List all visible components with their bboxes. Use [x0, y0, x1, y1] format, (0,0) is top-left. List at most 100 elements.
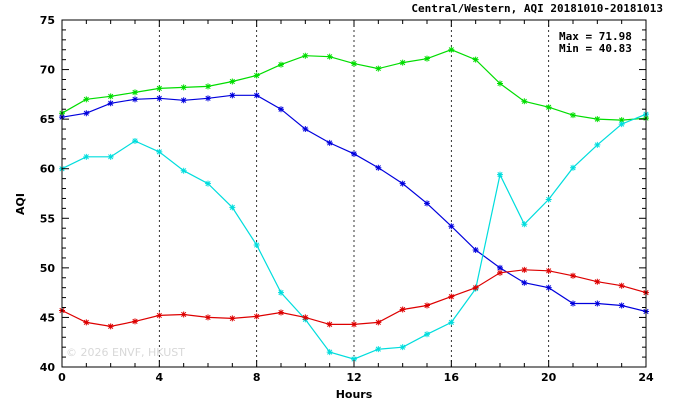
data-point	[375, 164, 382, 171]
data-point	[326, 53, 333, 60]
data-point	[594, 141, 601, 148]
data-point	[472, 56, 479, 63]
chart-title: Central/Western, AQI 20181010-20181013	[411, 2, 663, 15]
data-point	[229, 315, 236, 322]
data-point	[229, 204, 236, 211]
data-point	[545, 284, 552, 291]
data-point	[107, 153, 114, 160]
data-point	[594, 300, 601, 307]
data-point	[107, 93, 114, 100]
data-point	[570, 112, 576, 119]
data-point	[180, 311, 187, 318]
series-line	[61, 94, 647, 313]
data-point	[375, 319, 382, 326]
data-point	[521, 279, 528, 286]
data-point	[424, 200, 430, 207]
data-point	[156, 85, 163, 92]
y-tick-label: 65	[40, 113, 55, 126]
data-point	[399, 344, 406, 351]
data-point	[83, 319, 90, 326]
x-tick-label: 8	[253, 371, 261, 384]
data-point	[132, 137, 138, 144]
data-point	[497, 80, 503, 87]
data-point	[472, 284, 479, 291]
series-0	[59, 46, 649, 124]
data-point	[399, 180, 406, 187]
y-axis-label: AQI	[14, 193, 27, 215]
y-tick-label: 75	[40, 14, 55, 27]
data-point	[521, 98, 528, 105]
max-annotation: Max = 71.98	[559, 30, 632, 43]
data-point	[326, 349, 333, 356]
data-point	[107, 323, 114, 330]
data-point	[375, 65, 382, 72]
data-point	[497, 171, 503, 178]
data-point	[448, 46, 455, 53]
data-point	[521, 266, 528, 273]
data-point	[351, 60, 357, 67]
y-tick-label: 45	[40, 311, 55, 324]
x-tick-label: 24	[638, 371, 654, 384]
data-point	[570, 300, 576, 307]
y-tick-label: 40	[40, 361, 56, 374]
series-1	[59, 92, 649, 315]
data-point	[278, 106, 284, 113]
data-point	[521, 221, 528, 228]
data-point	[472, 247, 479, 254]
axis-ticks: 0 4 8 12 16 20 24 40 45 50 55 60 65 70 75	[40, 14, 654, 384]
y-tick-label: 55	[40, 212, 55, 225]
data-point	[448, 293, 455, 300]
data-point	[399, 306, 406, 313]
plot-frame	[61, 19, 647, 368]
data-point	[253, 242, 260, 249]
data-point	[278, 61, 284, 68]
data-point	[399, 59, 406, 66]
data-point	[253, 92, 260, 99]
data-point	[205, 83, 211, 90]
data-point	[326, 321, 333, 328]
watermark: © 2026 ENVF, HKUST	[66, 346, 185, 359]
x-tick-label: 0	[58, 371, 66, 384]
data-point	[180, 167, 187, 174]
y-tick-label: 70	[40, 64, 56, 77]
data-point	[424, 55, 430, 62]
data-point	[326, 139, 333, 146]
data-point	[497, 269, 503, 276]
x-tick-label: 16	[444, 371, 460, 384]
data-point	[205, 314, 211, 321]
data-point	[351, 356, 357, 363]
data-point	[180, 97, 187, 104]
data-point	[570, 272, 576, 279]
series-3	[59, 266, 649, 330]
data-point	[545, 104, 552, 111]
data-point	[205, 95, 211, 102]
data-point	[351, 321, 357, 328]
x-tick-label: 12	[346, 371, 361, 384]
data-point	[302, 314, 309, 321]
data-point	[253, 72, 260, 79]
data-point	[545, 196, 552, 203]
data-point	[229, 92, 236, 99]
data-point	[545, 267, 552, 274]
data-point	[618, 117, 625, 124]
x-axis-label: Hours	[336, 388, 373, 401]
x-tick-label: 4	[156, 371, 164, 384]
series-line	[61, 269, 647, 328]
x-tick-label: 20	[541, 371, 557, 384]
data-point	[424, 331, 430, 338]
data-point	[229, 78, 236, 85]
data-point	[375, 346, 382, 353]
data-point	[570, 164, 576, 171]
series-layer	[59, 46, 649, 363]
data-point	[83, 153, 90, 160]
data-point	[156, 95, 163, 102]
data-point	[618, 302, 625, 309]
data-point	[132, 318, 138, 325]
data-point	[278, 309, 284, 316]
data-point	[156, 148, 163, 155]
y-tick-label: 50	[40, 262, 56, 275]
data-point	[253, 313, 260, 320]
data-point	[278, 289, 284, 296]
y-tick-label: 60	[40, 163, 56, 176]
data-point	[205, 180, 211, 187]
